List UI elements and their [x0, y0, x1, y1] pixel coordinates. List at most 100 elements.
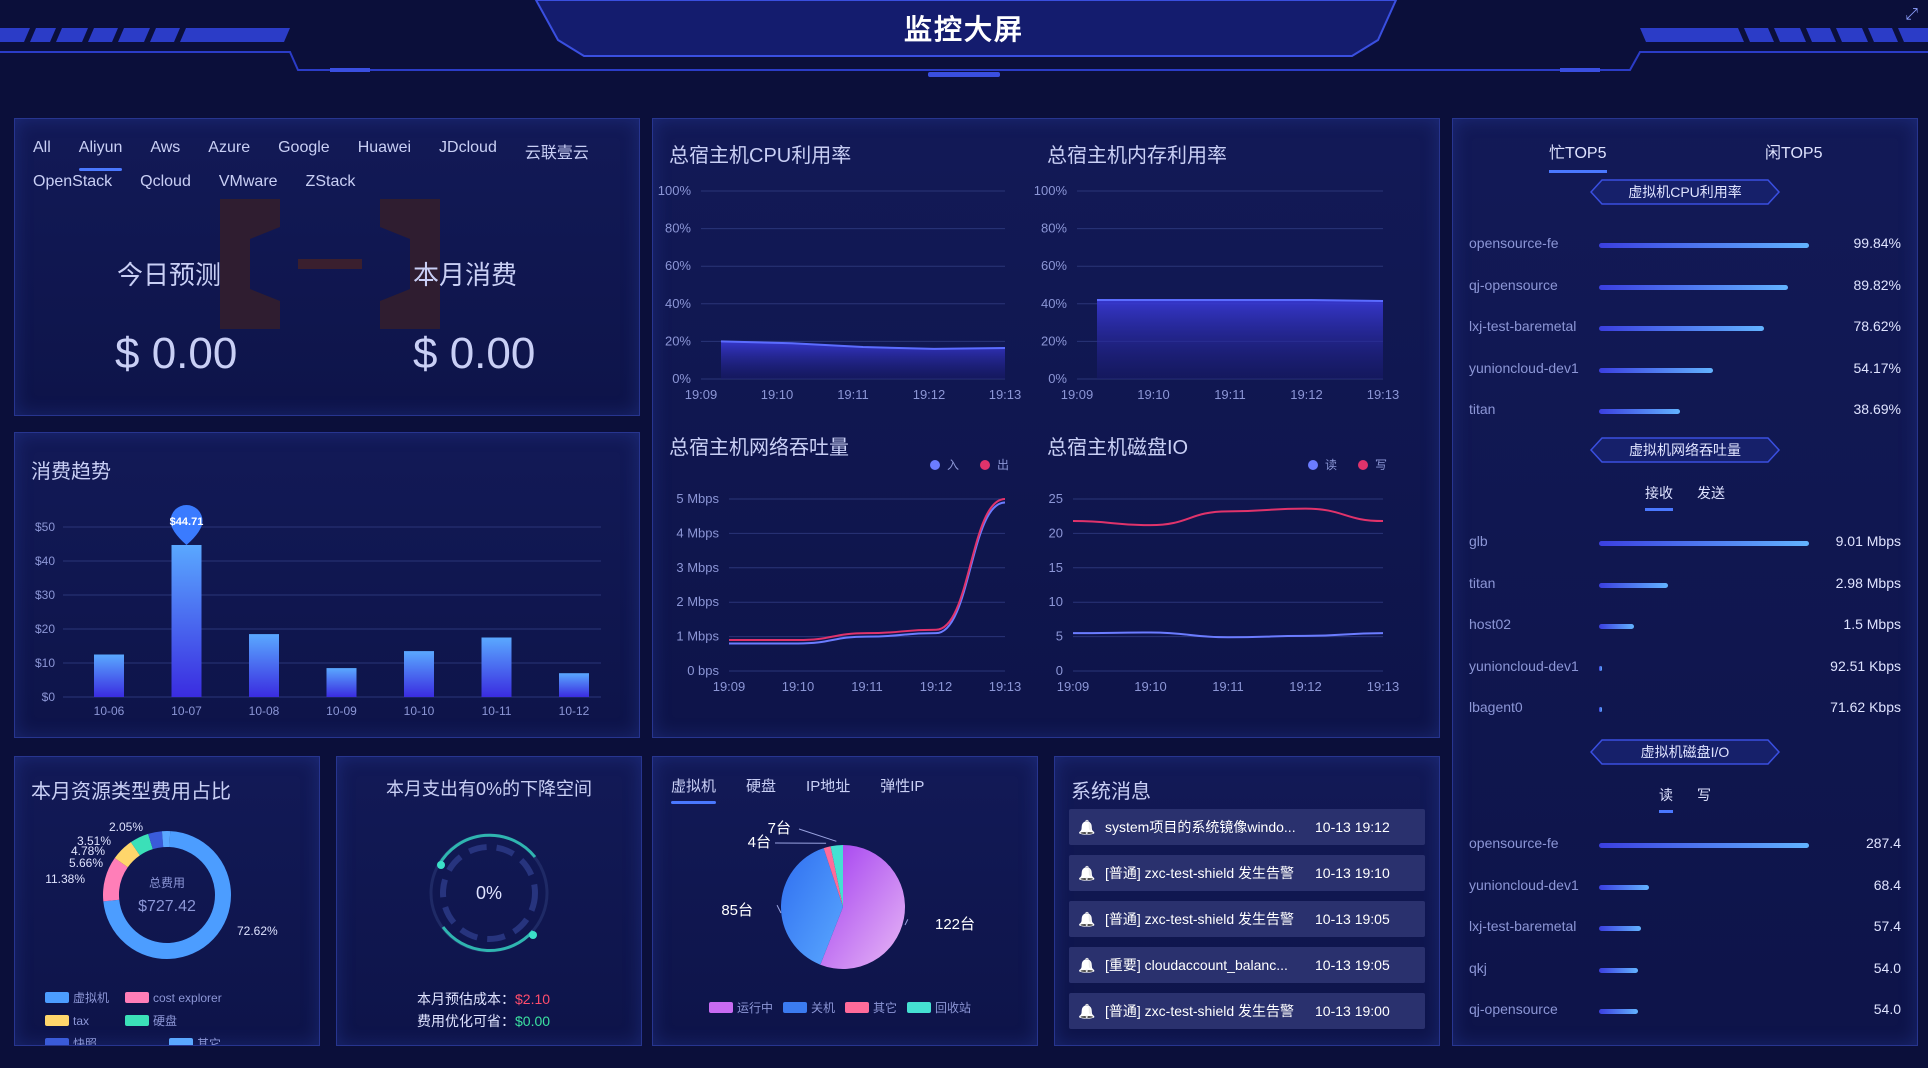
top5-row[interactable]: titan 2.98 Mbps [1469, 575, 1901, 595]
provider-tab[interactable]: Huawei [357, 139, 412, 156]
cpu-xtick-label: 19:09 [685, 387, 718, 402]
top5-subtab[interactable]: 写 [1697, 787, 1711, 803]
tab-idle-top5[interactable]: 闲TOP5 [1765, 139, 1823, 163]
provider-tab[interactable]: JDcloud [439, 139, 497, 156]
message-row[interactable]: 🔔 [普通] zxc-test-shield 发生告警 10-13 19:10 [1069, 855, 1425, 891]
top5-row[interactable]: opensource-fe 287.4 [1469, 835, 1901, 855]
top5-row[interactable]: glb 9.01 Mbps [1469, 533, 1901, 553]
pie-slice-label: 4台 [748, 834, 771, 851]
donut-slice[interactable] [103, 858, 129, 902]
trend-bar[interactable] [171, 544, 202, 697]
top5-row[interactable]: qj-opensource 89.82% [1469, 277, 1901, 297]
legend-item[interactable]: 其它 [845, 999, 897, 1016]
provider-tab[interactable]: Aliyun [78, 139, 122, 171]
mem-ytick-label: 20% [1041, 333, 1067, 348]
legend-item[interactable]: 回收站 [907, 999, 971, 1016]
top5-row[interactable]: titan 38.69% [1469, 401, 1901, 421]
trend-ytick-label: $10 [35, 656, 55, 670]
top5-row-bar [1599, 284, 1788, 290]
top5-subtab[interactable]: 发送 [1697, 485, 1725, 501]
disk-ytick-label: 10 [1049, 594, 1063, 609]
donut-slice[interactable] [114, 842, 141, 868]
top5-row[interactable]: opensource-fe 99.84% [1469, 235, 1901, 255]
trend-bar[interactable] [404, 651, 434, 697]
resource-share-chart: 72.62% 11.38% 5.66%4.78%3.51%2.05% 总费用 $727.… [45, 820, 278, 959]
provider-tab[interactable]: Google [278, 139, 330, 156]
bell-icon: 🔔 [1078, 1002, 1096, 1019]
message-row[interactable]: 🔔 [普通] zxc-test-shield 发生告警 10-13 19:00 [1069, 993, 1425, 1029]
resource-type-tab[interactable]: 弹性IP [880, 778, 925, 795]
provider-tab[interactable]: ZStack [305, 173, 356, 190]
donut-slice[interactable] [103, 831, 231, 959]
legend-item[interactable]: 硬盘 [125, 1012, 195, 1029]
legend-item[interactable]: 虚拟机 [45, 989, 115, 1006]
mem-ytick-label: 0% [1048, 371, 1067, 386]
donut-slice[interactable] [148, 831, 164, 850]
cost-trend-panel: 消费趋势 $0 $10 $20 $30 $40 $50 10-06 10-07 $44.71 10… [14, 432, 640, 738]
top5-row-name: qj-opensource [1469, 1001, 1558, 1017]
resource-type-tab[interactable]: 硬盘 [746, 778, 777, 795]
legend-item[interactable]: tax [45, 1014, 115, 1028]
fullscreen-icon[interactable]: ⤢ [1905, 6, 1918, 23]
pie-slice[interactable] [823, 846, 843, 907]
trend-bar[interactable] [249, 634, 279, 697]
trend-bar[interactable] [94, 654, 124, 698]
donut-slice[interactable] [130, 833, 154, 856]
section-tag: 虚拟机CPU利用率 [1590, 179, 1780, 205]
provider-tab[interactable]: Azure [208, 139, 251, 156]
disk-ytick-label: 20 [1049, 525, 1063, 540]
top5-row[interactable]: qkj 54.0 [1469, 960, 1901, 980]
legend-item[interactable]: 快照 [45, 1035, 159, 1045]
top5-row[interactable]: yunioncloud-dev1 68.4 [1469, 877, 1901, 897]
net-xtick-label: 19:10 [782, 679, 815, 694]
top5-row-value: 71.62 Kbps [1830, 699, 1901, 715]
trend-bar[interactable] [559, 673, 589, 697]
message-row[interactable]: 🔔 [普通] zxc-test-shield 发生告警 10-13 19:05 [1069, 901, 1425, 937]
top5-row[interactable]: yunioncloud-dev1 54.17% [1469, 360, 1901, 380]
top5-row-value: 1.5 Mbps [1843, 616, 1901, 632]
mem-xtick-label: 19:12 [1290, 387, 1323, 402]
tab-busy-top5[interactable]: 忙TOP5 [1549, 139, 1607, 173]
legend-item[interactable]: 运行中 [709, 999, 773, 1016]
disk-xtick-label: 19:12 [1289, 679, 1322, 694]
provider-tab[interactable]: OpenStack [33, 173, 113, 190]
top5-row[interactable]: lxj-test-baremetal 57.4 [1469, 918, 1901, 938]
trend-bar[interactable] [481, 637, 512, 698]
legend-item[interactable]: 其它 [169, 1035, 239, 1046]
pie-slice[interactable] [830, 845, 843, 907]
top5-row-value: 89.82% [1853, 276, 1901, 293]
pie-slice[interactable] [820, 845, 905, 969]
top5-row-bar [1599, 367, 1713, 373]
mem-area [1097, 300, 1383, 379]
message-row[interactable]: 🔔 [重要] cloudaccount_balanc... 10-13 19:05 [1069, 947, 1425, 983]
pie-slice-label: 7台 [768, 820, 791, 837]
top5-row[interactable]: lbagent0 71.62 Kbps [1469, 699, 1901, 719]
provider-tab[interactable]: VMware [218, 173, 278, 190]
top5-row[interactable]: yunioncloud-dev1 92.51 Kbps [1469, 658, 1901, 678]
provider-tab[interactable]: Qcloud [140, 173, 191, 190]
resource-type-tab[interactable]: IP地址 [806, 778, 851, 795]
donut-center-label: 总费用 [149, 876, 185, 890]
legend-item[interactable]: cost explorer [125, 991, 239, 1005]
provider-tab[interactable]: 云联壹云 [524, 145, 589, 162]
provider-tab[interactable]: Aws [150, 139, 181, 156]
mem-chart-title: 总宿主机内存利用率 [1047, 145, 1227, 167]
resource-type-tab[interactable]: 虚拟机 [671, 775, 717, 804]
top5-row[interactable]: lxj-test-baremetal 78.62% [1469, 318, 1901, 338]
net-xtick-label: 19:09 [713, 679, 746, 694]
legend-label: 其它 [197, 1037, 222, 1046]
top5-subtab[interactable]: 读 [1659, 787, 1673, 813]
trend-bar[interactable] [326, 668, 357, 697]
provider-tab[interactable]: All [33, 139, 51, 156]
trend-xtick-label: 10-07 [171, 704, 202, 718]
top5-subtab[interactable]: 接收 [1645, 485, 1673, 511]
trend-xtick-label: 10-11 [482, 704, 512, 718]
pie-slice[interactable] [781, 848, 843, 965]
forecast-panel: All Aliyun Aws Azure Google Huawei JDcloud 云联壹云… [14, 118, 640, 416]
message-row[interactable]: 🔔 system项目的系统镜像windo... 10-13 19:12 [1069, 809, 1425, 845]
net-series-line [729, 501, 1006, 645]
top5-row[interactable]: host02 1.5 Mbps [1469, 616, 1901, 636]
top5-row[interactable]: qj-opensource 54.0 [1469, 1001, 1901, 1021]
legend-item[interactable]: 关机 [783, 999, 835, 1016]
section-tag-label: 虚拟机网络吞吐量 [1629, 442, 1741, 458]
